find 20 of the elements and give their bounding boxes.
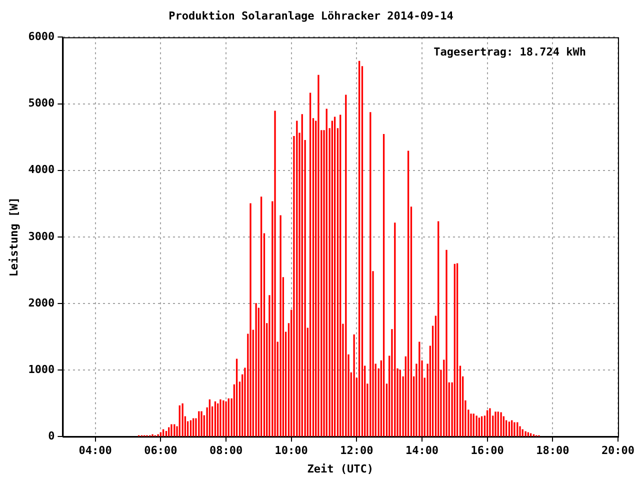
x-tick-label: 06:00 xyxy=(144,444,178,458)
x-tick-label: 16:00 xyxy=(470,444,504,458)
annotation: Tagesertrag: 18.724 kWh xyxy=(434,46,586,59)
x-tick-label: 12:00 xyxy=(340,444,374,458)
y-tick-label: 2000 xyxy=(28,296,55,310)
x-tick-label: 18:00 xyxy=(536,444,570,458)
chart-title: Produktion Solaranlage Löhracker 2014-09-14 xyxy=(168,9,454,22)
x-tick-label: 08:00 xyxy=(209,444,243,458)
y-tick-label: 4000 xyxy=(28,163,55,176)
y-tick-label: 0 xyxy=(48,429,55,442)
x-tick-label: 20:00 xyxy=(601,444,635,458)
y-tick-label: 1000 xyxy=(28,362,55,376)
y-tick-label: 6000 xyxy=(28,30,55,44)
x-tick-label: 10:00 xyxy=(274,444,308,458)
y-tick-label: 5000 xyxy=(28,96,55,110)
y-axis-title: Leistung [W] xyxy=(7,197,20,277)
y-tick-label: 3000 xyxy=(28,230,55,243)
x-tick-label: 04:00 xyxy=(78,444,112,458)
x-axis-title: Zeit (UTC) xyxy=(307,462,374,476)
x-tick-label: 14:00 xyxy=(405,444,439,458)
